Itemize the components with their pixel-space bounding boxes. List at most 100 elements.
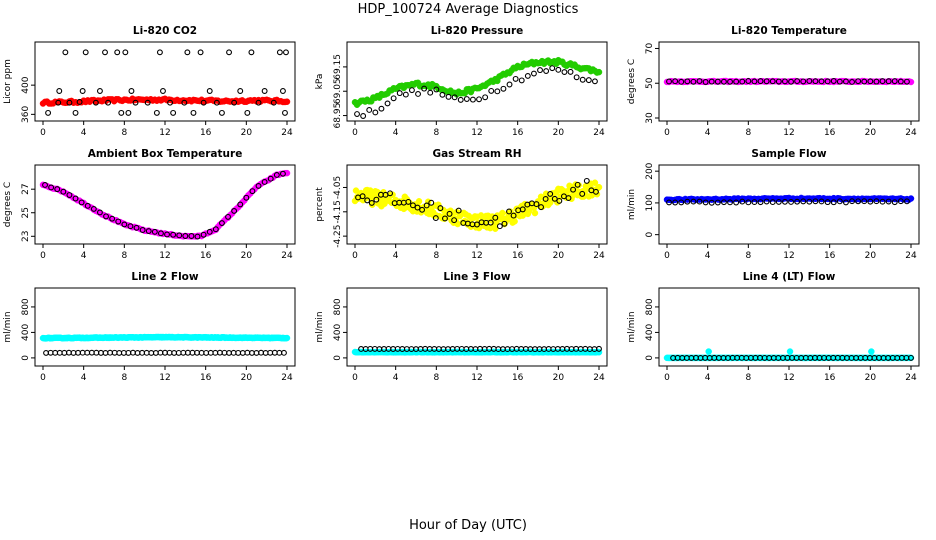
data-point [421,85,428,92]
x-tick-label: 4 [705,373,711,383]
data-point [733,78,740,85]
x-tick-label: 8 [745,373,751,383]
data-point [92,99,99,106]
data-point [842,199,849,206]
x-tick-label: 20 [553,251,565,261]
points-gas-rh [351,177,603,232]
data-point [56,88,63,94]
data-point [283,334,291,342]
panel-title: Li-820 Temperature [731,25,847,37]
data-point [244,109,251,116]
data-point [96,88,103,94]
data-point [757,78,764,85]
data-point [45,109,52,116]
data-point [197,49,204,56]
data-point [255,99,262,106]
data-point [512,75,519,82]
panel-title: Line 4 (LT) Flow [743,271,836,283]
data-point [157,230,164,237]
data-point [573,74,580,81]
x-tick-label: 4 [81,373,87,383]
data-point [494,88,501,95]
x-tick-label: 0 [664,128,670,138]
data-point [281,349,287,356]
x-axis-caption: Hour of Day (UTC) [409,518,527,533]
data-point [531,209,539,217]
data-point [786,348,794,355]
data-point [482,94,489,101]
panel-title: Li-820 CO2 [133,25,197,37]
data-point [103,213,109,220]
plot-frame [346,41,608,122]
x-tick-label: 16 [824,251,836,261]
data-point [690,78,697,85]
data-point [702,199,709,206]
data-point [105,99,112,106]
data-point [469,96,476,103]
data-point [501,220,508,227]
x-tick-label: 8 [121,128,127,138]
data-point [684,78,691,85]
data-point [139,227,146,233]
data-point [705,348,712,355]
data-point [66,99,73,106]
data-point [405,198,412,205]
data-point [437,205,444,212]
data-point [714,199,721,206]
data-point [408,87,415,94]
data-point [66,192,73,198]
y-tick-label: 0 [21,355,31,361]
data-point [836,78,843,85]
data-point [579,190,586,197]
data-point [84,202,91,209]
x-tick-label: 20 [865,251,877,261]
data-point [591,78,598,85]
data-point [885,78,892,85]
y-tick-label: 0 [333,355,343,361]
panel-pressure: Li-820 Pressure kPa 0 4 8 12 16 20 24 68.9569.056… [315,25,608,138]
x-tick-label: 24 [281,373,293,383]
x-tick-label: 24 [905,128,917,138]
data-point [788,199,794,205]
data-point [574,181,581,188]
data-point [364,197,371,204]
data-point [249,188,256,195]
data-point [451,94,458,101]
data-point [873,78,880,85]
data-point [442,215,448,222]
x-tick-label: 16 [512,373,524,383]
panel-title: Ambient Box Temperature [88,148,243,160]
data-point [55,99,62,106]
data-point [591,179,599,186]
data-point [583,177,590,184]
data-point [432,215,439,222]
data-point [739,198,746,205]
points-line3-flow [351,345,603,356]
data-point [427,89,434,96]
data-point [133,224,140,231]
x-tick-label: 4 [705,251,711,261]
data-point [714,78,721,85]
data-point [160,88,166,94]
x-tick-label: 12 [159,128,170,138]
data-point [226,49,233,56]
data-point [231,99,238,106]
data-point [153,109,160,116]
data-point [690,198,697,205]
x-tick-label: 0 [40,251,46,261]
data-point [556,197,563,204]
data-point [261,88,268,94]
panel-line2-flow: Line 2 Flow ml/min 0 4 8 12 16 20 24 0 400 800 [3,271,296,383]
points-co2 [39,49,291,116]
data-point [727,199,733,206]
data-point [200,231,207,238]
x-tick-label: 0 [40,128,46,138]
data-point [231,207,238,214]
data-point [897,78,904,85]
x-tick-label: 12 [471,251,482,261]
data-point [206,228,213,235]
panel-line4-flow: Line 4 (LT) Flow ml/min 0 4 8 12 16 20 24 0 400 800 [627,271,920,383]
data-point [122,49,129,56]
y-axis-label: ml/min [3,311,13,342]
data-point [818,198,825,205]
